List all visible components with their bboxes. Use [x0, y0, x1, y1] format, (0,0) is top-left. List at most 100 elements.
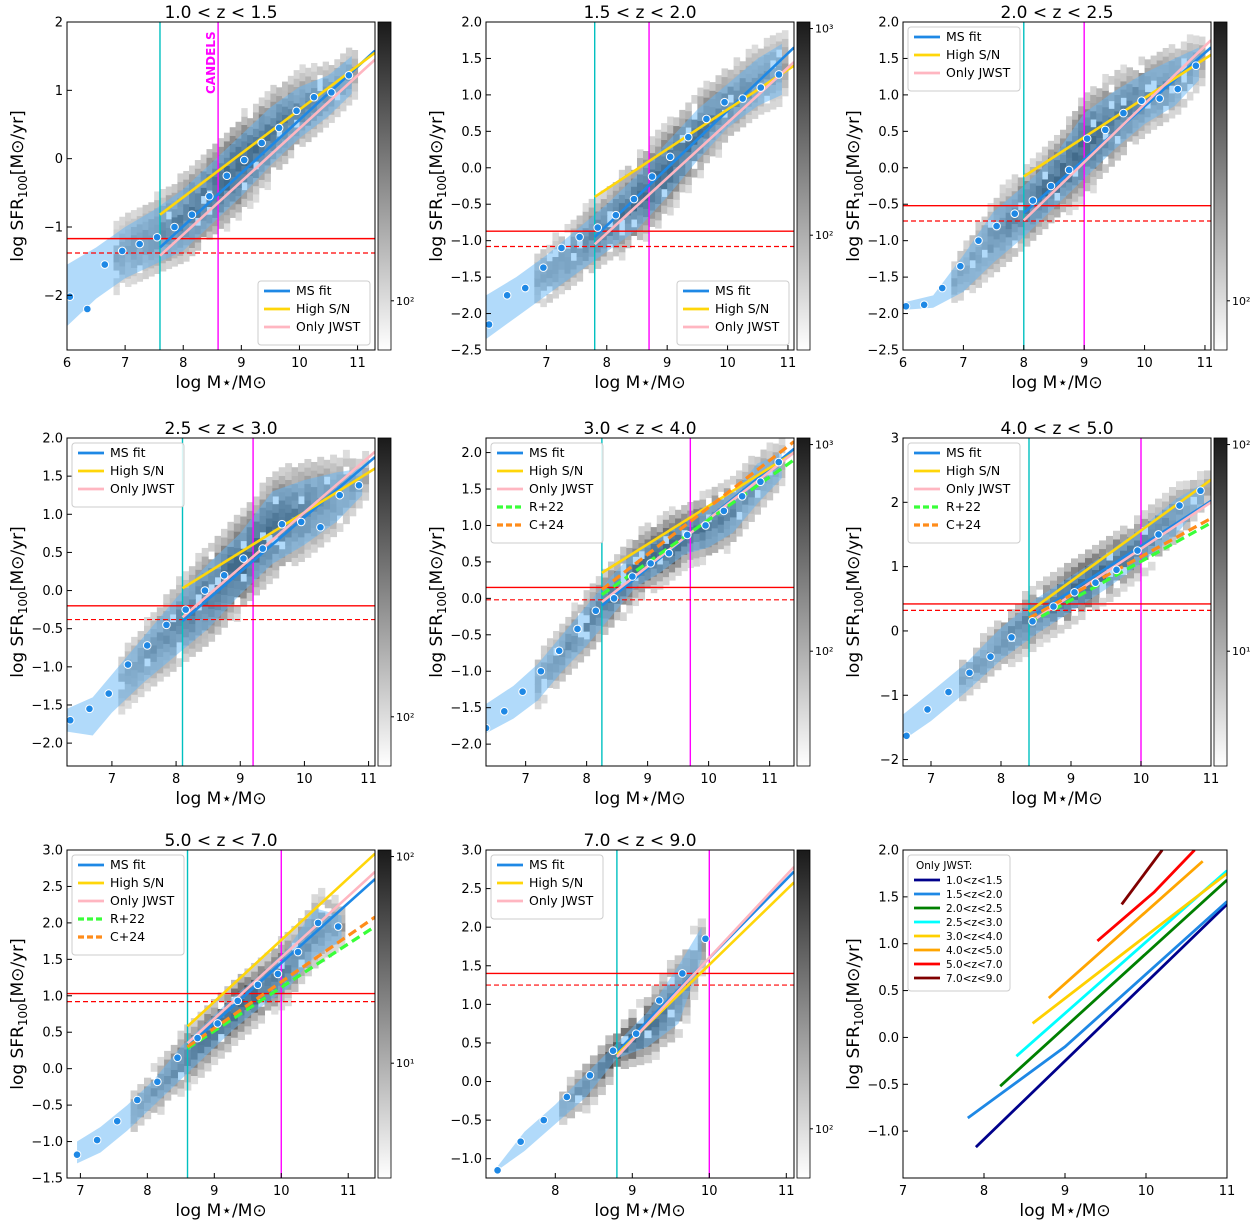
histogram-cell [227, 521, 235, 531]
histogram-cell [257, 1014, 266, 1024]
histogram-cell [317, 538, 325, 548]
histogram-cell [1035, 226, 1043, 235]
histogram-cell [659, 1038, 668, 1048]
histogram-cell [1113, 530, 1121, 540]
histogram-cell [164, 1050, 172, 1060]
histogram-cell [252, 177, 260, 187]
histogram-cell [1084, 92, 1091, 102]
plot-area [486, 22, 794, 350]
histogram-cell [705, 489, 713, 499]
histogram-cell [1156, 117, 1164, 127]
histogram-cell [685, 176, 692, 185]
histogram-cell [1047, 206, 1055, 216]
histogram-cell [177, 255, 184, 265]
histogram-cell [1156, 51, 1164, 61]
histogram-cell [781, 71, 789, 80]
histogram-cell [1060, 203, 1067, 213]
histogram-cell [323, 533, 331, 543]
histogram-cell [1156, 59, 1164, 69]
y-axis-label: log SFR100[M⊙/yr] [8, 110, 30, 262]
median-point [153, 1077, 162, 1087]
candels-annotation: CANDELS [204, 31, 218, 94]
y-axis-label: log SFR100[M⊙/yr] [427, 526, 449, 678]
x-axis-label: log M⋆/M⊙ [594, 789, 685, 809]
series-line-high-s-n [601, 451, 794, 574]
histogram-cell [285, 553, 293, 563]
histogram-cell [1162, 56, 1170, 65]
histogram-cell [636, 231, 644, 241]
histogram-cell [739, 61, 747, 70]
histogram-cell [614, 554, 621, 563]
histogram-cell [697, 153, 704, 162]
histogram-cell [957, 250, 964, 260]
series-line-3-0-z-4-0 [1031, 872, 1227, 1025]
histogram-cell [189, 239, 196, 248]
histogram-cell [1113, 588, 1121, 597]
histogram-cell [316, 123, 324, 133]
histogram-cell [130, 1090, 138, 1100]
series-line-only-jwst [181, 450, 375, 619]
x-tick-label: 11 [1219, 1184, 1236, 1199]
histogram-cell [693, 500, 700, 510]
histogram-cell [620, 1019, 629, 1029]
median-point [1007, 633, 1016, 642]
histogram-cell [157, 1056, 165, 1066]
median-point [1028, 616, 1037, 626]
histogram-cell [582, 203, 590, 212]
histogram-cell [156, 672, 164, 682]
histogram-cell [177, 1038, 185, 1048]
histogram-cell [618, 243, 626, 253]
histogram-cell [159, 189, 167, 198]
median-point [516, 1137, 525, 1147]
plot-area [903, 22, 1211, 350]
legend-box [71, 442, 185, 508]
histogram-cell [1029, 643, 1037, 653]
histogram-cell [340, 102, 347, 112]
colorbar-tick-label: 10² [396, 851, 414, 864]
histogram-cell [745, 114, 753, 124]
median-point [72, 1150, 82, 1159]
legend-label: MS fit [110, 445, 146, 460]
legend-box [490, 442, 604, 544]
x-tick-label: 6 [63, 356, 71, 371]
histogram-cell [577, 653, 585, 663]
series-line-only-jwst [159, 58, 375, 257]
plot-area [67, 438, 375, 766]
histogram-cell [559, 672, 566, 682]
plot-area [486, 850, 794, 1178]
histogram-cell [626, 539, 633, 548]
histogram-cell [144, 617, 151, 626]
histogram-cell [246, 584, 254, 593]
y-tick-label: −1.0 [867, 1125, 899, 1140]
legend: MS fit High S/N Only JWST [907, 26, 1021, 92]
histogram-cell [723, 545, 731, 554]
histogram-cell [176, 584, 183, 594]
legend: Only JWST: 1.0<z<1.5 1.5<z<2.0 2.0<z<2.5 2.5… [907, 854, 1011, 992]
histogram-cell [342, 458, 350, 467]
histogram-cell [558, 285, 566, 295]
legend-label: MS fit [529, 445, 565, 460]
histogram-cell [287, 75, 295, 85]
histogram-cell [668, 522, 676, 532]
histogram-cell [224, 994, 232, 1004]
histogram-cell [1015, 604, 1023, 613]
x-tick-label: 11 [780, 356, 797, 371]
histogram-cell [1057, 567, 1065, 577]
histogram-cell [157, 1106, 165, 1115]
histogram-cell [154, 199, 161, 209]
y-tick-label: −0.5 [450, 198, 482, 213]
histogram-cell [721, 133, 729, 143]
histogram-cell [649, 136, 656, 145]
histogram-cell [171, 184, 178, 193]
histogram-cell [699, 499, 707, 508]
histogram-cell [188, 648, 196, 657]
histogram-cell [969, 235, 976, 244]
histogram-cell [717, 483, 725, 492]
histogram-cell [1120, 583, 1128, 592]
histogram-cell [656, 523, 664, 533]
panel-title: 5.0 < z < 7.0 [164, 831, 277, 851]
x-tick-label: 7 [959, 356, 967, 371]
histogram-cell [163, 659, 171, 669]
histogram-cell [218, 220, 225, 229]
y-tick-label: 2.5 [461, 882, 482, 897]
